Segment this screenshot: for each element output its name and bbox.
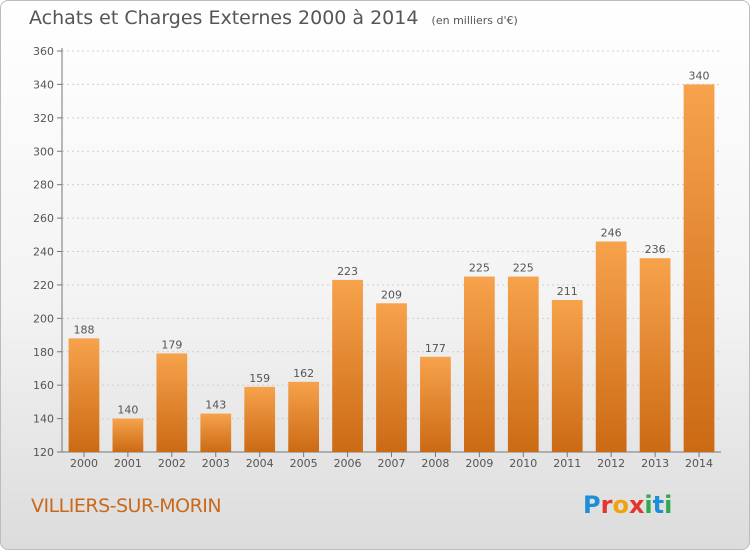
bar — [683, 84, 715, 453]
logo-letter: t — [652, 491, 665, 519]
x-tick-label: 2011 — [553, 457, 581, 470]
commune-name: VILLIERS-SUR-MORIN — [31, 495, 222, 517]
chart-unit: (en milliers d'€) — [431, 14, 518, 27]
bar — [200, 413, 232, 452]
bar — [420, 356, 451, 452]
bar-value-label: 179 — [161, 338, 182, 351]
x-tick-label: 2003 — [202, 457, 230, 470]
y-tick-label: 140 — [33, 413, 54, 426]
y-tick-label: 160 — [33, 379, 54, 392]
y-tick-label: 320 — [33, 112, 54, 125]
bar-value-label: 225 — [469, 262, 490, 275]
y-tick-label: 260 — [33, 212, 54, 225]
logo-letter: r — [600, 491, 613, 519]
bar-value-label: 159 — [249, 372, 270, 385]
bar-value-label: 225 — [513, 262, 534, 275]
x-tick-label: 2001 — [114, 457, 142, 470]
bar — [376, 303, 407, 452]
proxiti-logo: Proxiti — [583, 491, 672, 519]
y-tick-label: 200 — [33, 312, 54, 325]
y-tick-label: 360 — [33, 45, 54, 58]
x-tick-label: 2009 — [465, 457, 493, 470]
x-tick-label: 2002 — [158, 457, 186, 470]
x-tick-label: 2008 — [421, 457, 449, 470]
bar-value-label: 188 — [73, 323, 94, 336]
y-tick-label: 340 — [33, 78, 54, 91]
bar — [112, 418, 144, 452]
bar-value-label: 211 — [557, 285, 578, 298]
bar — [595, 241, 627, 452]
bar — [244, 386, 276, 452]
bar-value-label: 223 — [337, 265, 358, 278]
x-tick-label: 2000 — [70, 457, 98, 470]
bar-value-label: 236 — [645, 243, 666, 256]
x-tick-label: 2006 — [334, 457, 362, 470]
logo-letter: P — [583, 491, 601, 519]
x-tick-label: 2005 — [290, 457, 318, 470]
y-tick-label: 280 — [33, 179, 54, 192]
logo-letter: i — [644, 491, 653, 519]
y-tick-label: 220 — [33, 279, 54, 292]
bar-value-label: 246 — [601, 226, 622, 239]
x-tick-label: 2012 — [597, 457, 625, 470]
x-tick-label: 2007 — [378, 457, 406, 470]
y-tick-label: 120 — [33, 446, 54, 459]
x-tick-label: 2013 — [641, 457, 669, 470]
bar-value-label: 340 — [689, 69, 710, 82]
bar-value-label: 177 — [425, 342, 446, 355]
chart-title: Achats et Charges Externes 2000 à 2014 — [29, 7, 419, 29]
bar — [156, 353, 188, 452]
bar — [507, 276, 539, 452]
bar — [332, 279, 363, 452]
bar-value-label: 162 — [293, 367, 314, 380]
logo-letter: x — [628, 491, 645, 519]
chart-title-block: Achats et Charges Externes 2000 à 2014 (… — [29, 7, 518, 29]
bar-value-label: 143 — [205, 399, 226, 412]
y-tick-label: 300 — [33, 145, 54, 158]
x-tick-label: 2004 — [246, 457, 274, 470]
y-tick-label: 180 — [33, 346, 54, 359]
bar-value-label: 140 — [117, 404, 138, 417]
x-tick-label: 2010 — [509, 457, 537, 470]
bar — [463, 276, 495, 452]
y-tick-label: 240 — [33, 246, 54, 259]
bar — [68, 338, 100, 452]
bar — [551, 299, 583, 452]
bar — [639, 258, 671, 452]
logo-letter: o — [612, 491, 629, 519]
bar — [288, 381, 320, 452]
logo-letter: i — [664, 491, 673, 519]
bar-value-label: 209 — [381, 288, 402, 301]
x-tick-label: 2014 — [685, 457, 713, 470]
